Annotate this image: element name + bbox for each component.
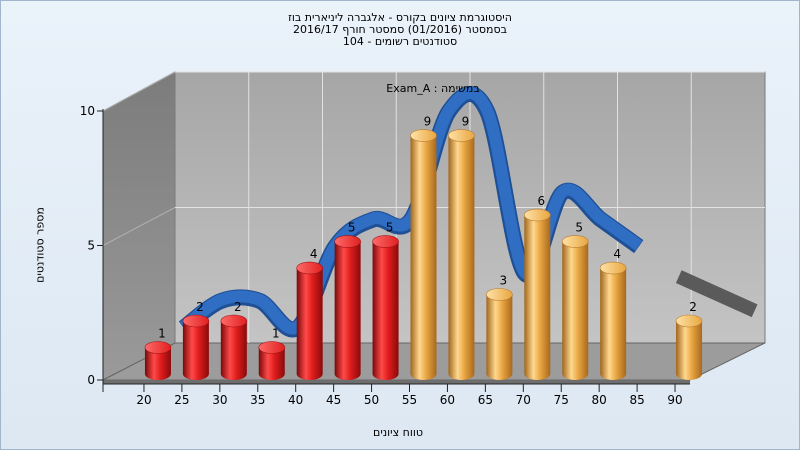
bar-70 [523,208,551,380]
bar-top-25 [182,314,210,328]
bar-body-65 [486,294,513,380]
bar-body-25 [182,321,209,380]
bar-body-40 [296,268,323,380]
x-tick-label-25: 25 [174,393,189,407]
data-label-55: 9 [424,115,432,129]
bar-65 [486,288,513,380]
series-label: Exam_A : במשימה [386,82,480,95]
bar-body-75 [562,241,589,380]
y-tick-label-10: 10 [80,104,95,118]
bar-top-20 [144,341,172,354]
y-tick-label-0: 0 [87,373,95,387]
chart-title-line-2: בסמסטר (01/2016) סמסטר חורף 2016/17 [293,23,507,36]
bar-30 [220,314,248,380]
bar-top-70 [523,208,551,222]
bar-80 [599,261,627,380]
x-tick-label-35: 35 [250,393,265,407]
x-tick-label-70: 70 [516,393,531,407]
bar-top-40 [296,261,324,275]
gridline-side-y-5 [102,207,176,246]
chart-title-line-1: היסטוגרמת ציונים בקורס - אלגברה ליניארית… [288,11,512,24]
x-tick-label-30: 30 [212,393,227,407]
bar-90 [675,314,703,380]
bar-25 [182,314,210,380]
x-tick-label-60: 60 [440,393,455,407]
x-tick-label-80: 80 [592,393,607,407]
x-tick-label-85: 85 [629,393,644,407]
bar-top-60 [448,129,475,142]
bar-75 [561,235,589,380]
bar-top-35 [258,341,286,354]
x-axis-label: טווח ציונים [373,426,423,439]
bar-body-35 [258,347,285,380]
data-label-40: 4 [310,247,318,261]
bar-body-30 [220,321,247,380]
bar-40 [296,261,324,380]
bar-body-60 [448,135,475,380]
x-tick-label-90: 90 [667,393,682,407]
bar-35 [258,341,286,380]
bar-top-45 [334,235,361,248]
data-label-90: 2 [689,300,697,314]
bar-body-50 [372,241,399,380]
bar-45 [334,235,361,380]
data-label-35: 1 [272,327,280,341]
y-axis-label: מספר סטודנטים [33,207,47,283]
bar-top-65 [486,288,513,301]
x-tick-label-65: 65 [478,393,493,407]
data-label-60: 9 [462,115,470,129]
bar-body-90 [676,321,703,380]
x-tick-label-75: 75 [554,393,569,407]
bar-body-80 [600,268,627,380]
bar-55 [410,129,437,380]
x-tick-label-45: 45 [326,393,341,407]
x-tick-label-55: 55 [402,393,417,407]
x-tick-label-50: 50 [364,393,379,407]
bar-body-70 [524,215,551,380]
bar-top-80 [599,261,627,275]
bar-20 [144,341,172,380]
data-label-65: 3 [500,274,508,288]
data-label-45: 5 [348,221,356,235]
floor-rim [103,380,690,384]
x-tick-label-20: 20 [136,393,151,407]
bar-top-55 [410,129,437,142]
data-label-30: 2 [234,300,242,314]
bar-body-20 [144,347,171,380]
bar-body-55 [410,135,437,380]
x-tick-label-40: 40 [288,393,303,407]
bar-60 [448,129,475,380]
data-label-80: 4 [613,247,621,261]
bar-top-50 [372,235,399,248]
bar-50 [372,235,399,380]
data-label-75: 5 [575,221,583,235]
y-tick-label-5: 5 [87,239,95,253]
bar-top-75 [561,235,589,248]
bar-top-30 [220,314,248,328]
data-label-50: 5 [386,221,394,235]
bar-top-90 [675,314,703,328]
gridline-side-y-10 [102,71,176,112]
data-label-25: 2 [196,300,204,314]
data-label-20: 1 [158,327,166,341]
data-label-70: 6 [537,194,545,208]
bar-body-45 [334,241,361,380]
trend-curve-tail [675,270,758,318]
chart-title-line-3: סטודנטים רשומים - 104 [342,35,458,48]
